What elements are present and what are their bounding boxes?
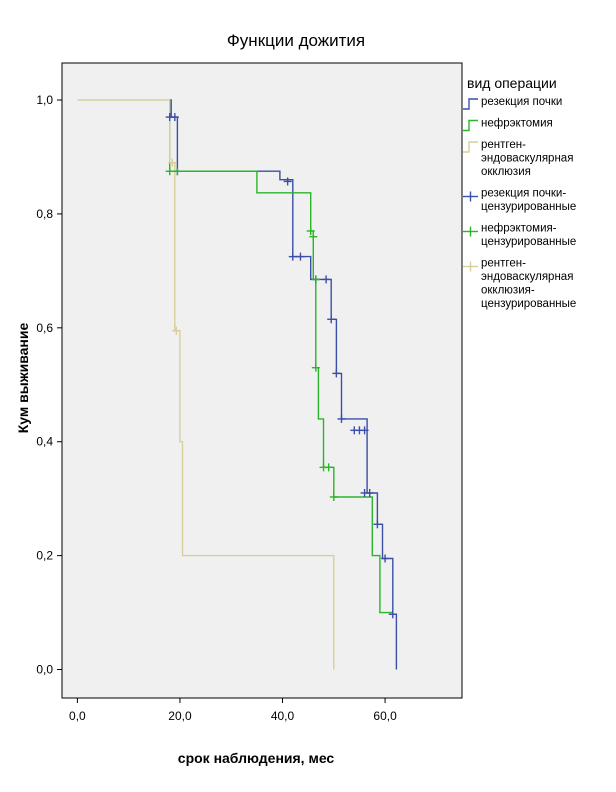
censor-mark xyxy=(322,275,331,284)
legend-symbol xyxy=(463,119,478,132)
y-tick-label: 0,4 xyxy=(36,435,53,449)
censor-layer xyxy=(165,113,397,619)
legend-title: вид операции xyxy=(467,75,557,91)
censor-mark xyxy=(329,492,338,501)
censor-mark xyxy=(283,177,292,186)
y-axis: 0,0 0,2 0,4 0,6 0,8 1,0 xyxy=(36,93,62,677)
censor-mark xyxy=(388,610,397,619)
legend-entry: резекция почки xyxy=(463,96,562,110)
y-tick-label: 0,8 xyxy=(36,207,53,221)
chart-title: Функции дожития xyxy=(227,31,365,50)
censor-mark xyxy=(332,369,341,378)
x-tick-label: 60,0 xyxy=(373,709,397,723)
censor-mark xyxy=(360,426,369,435)
censor-mark xyxy=(365,488,374,497)
x-axis: 0,0 20,0 40,0 60,0 xyxy=(69,698,397,723)
legend-symbol xyxy=(463,98,478,110)
censor-mark xyxy=(172,326,181,335)
y-tick-label: 0,6 xyxy=(36,321,53,335)
legend-label: цензурированные xyxy=(481,298,576,310)
censor-mark xyxy=(309,232,318,241)
legend-entry: рентген-эндоваскулярная окклюзия-цензурир… xyxy=(463,258,576,310)
x-tick-label: 20,0 xyxy=(168,709,192,723)
x-axis-label: срок наблюдения, мес xyxy=(178,750,335,766)
legend-label: нефрэктомия xyxy=(481,118,553,130)
legend-label: цензурированные xyxy=(481,236,576,248)
legend-entry: нефрэктомия xyxy=(463,118,553,132)
legend-label: рентген- xyxy=(481,258,526,270)
censor-mark xyxy=(311,363,320,372)
legend-label: рентген- xyxy=(481,139,526,151)
legend-label: эндоваскулярная xyxy=(481,271,573,283)
censor-mark xyxy=(337,414,346,423)
legend-label: окклюзия xyxy=(481,166,531,178)
legend-entry: резекция почки-цензурированные xyxy=(463,188,576,213)
censor-mark xyxy=(327,315,336,324)
censor-mark xyxy=(168,158,177,167)
censor-mark xyxy=(173,167,182,176)
censor-mark xyxy=(373,520,382,529)
y-axis-label: Кум выживание xyxy=(15,323,31,434)
censor-mark xyxy=(288,252,297,261)
censor-mark xyxy=(311,275,320,284)
x-tick-label: 40,0 xyxy=(271,709,295,723)
legend-label: цензурированные xyxy=(481,201,576,213)
legend-label: нефрэктомия- xyxy=(481,223,557,235)
x-tick-label: 0,0 xyxy=(69,709,86,723)
censor-mark xyxy=(306,227,315,236)
legend-label: резекция почки- xyxy=(481,188,566,200)
censor-mark xyxy=(165,167,174,176)
legend-symbol xyxy=(463,141,478,153)
censor-mark xyxy=(381,554,390,563)
legend: вид операции резекция почки нефрэктомия ре… xyxy=(463,75,576,310)
legend-label: эндоваскулярная xyxy=(481,153,573,165)
y-tick-label: 0,0 xyxy=(36,663,53,677)
legend-symbol xyxy=(463,226,478,237)
legend-entry: нефрэктомия-цензурированные xyxy=(463,223,576,248)
censor-mark xyxy=(324,463,333,472)
legend-label: окклюзия- xyxy=(481,285,535,297)
plot-area xyxy=(61,62,463,699)
y-tick-label: 1,0 xyxy=(36,93,53,107)
censor-mark xyxy=(296,252,305,261)
legend-symbol xyxy=(463,261,478,272)
legend-symbol xyxy=(463,191,478,202)
censor-mark xyxy=(170,113,179,122)
legend-label: резекция почки xyxy=(481,96,562,108)
series-line-2 xyxy=(169,100,394,615)
y-tick-label: 0,2 xyxy=(36,549,53,563)
